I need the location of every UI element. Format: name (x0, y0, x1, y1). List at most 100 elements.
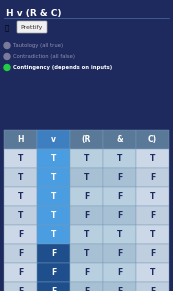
Text: Contradiction (all false): Contradiction (all false) (13, 54, 75, 59)
Bar (4, 206, 37, 225)
Text: T: T (150, 192, 155, 201)
Circle shape (4, 54, 10, 59)
Text: F: F (117, 287, 122, 291)
Bar (37, 168, 70, 187)
Text: H v (R & C): H v (R & C) (6, 9, 61, 18)
Text: F: F (84, 192, 89, 201)
Bar (70, 282, 103, 291)
Text: F: F (51, 249, 56, 258)
Bar (37, 225, 70, 244)
Text: T: T (150, 230, 155, 239)
Bar (103, 244, 136, 263)
Text: F: F (18, 249, 23, 258)
Text: F: F (18, 268, 23, 277)
Bar (4, 282, 37, 291)
Bar (103, 263, 136, 282)
Bar (136, 225, 169, 244)
Bar (70, 168, 103, 187)
Bar (70, 187, 103, 206)
Text: T: T (84, 154, 89, 163)
Bar (4, 225, 37, 244)
Bar (4, 263, 37, 282)
Text: T: T (150, 154, 155, 163)
Text: Tautology (all true): Tautology (all true) (13, 43, 63, 48)
Text: F: F (117, 192, 122, 201)
Text: T: T (51, 173, 56, 182)
Text: (R: (R (82, 135, 91, 144)
Bar (37, 244, 70, 263)
Circle shape (4, 65, 10, 70)
Text: T: T (150, 268, 155, 277)
Text: T: T (18, 173, 23, 182)
Bar (136, 130, 169, 149)
Bar (136, 168, 169, 187)
FancyBboxPatch shape (17, 21, 47, 33)
Text: Prettify: Prettify (21, 24, 43, 29)
Bar (4, 187, 37, 206)
Bar (136, 149, 169, 168)
Bar (37, 130, 70, 149)
Text: F: F (84, 287, 89, 291)
Text: F: F (150, 287, 155, 291)
Bar (37, 206, 70, 225)
Bar (103, 225, 136, 244)
Text: F: F (51, 268, 56, 277)
Bar (136, 244, 169, 263)
Text: T: T (51, 192, 56, 201)
Text: v: v (51, 135, 56, 144)
Text: C): C) (148, 135, 157, 144)
Bar (103, 149, 136, 168)
Text: F: F (117, 268, 122, 277)
Bar (103, 282, 136, 291)
Text: T: T (51, 154, 56, 163)
Text: T: T (117, 230, 122, 239)
Bar (103, 206, 136, 225)
Bar (4, 130, 37, 149)
Bar (37, 187, 70, 206)
Text: T: T (84, 249, 89, 258)
Text: T: T (84, 173, 89, 182)
Text: F: F (117, 173, 122, 182)
Bar (70, 206, 103, 225)
Bar (4, 168, 37, 187)
Circle shape (4, 42, 10, 49)
Text: T: T (51, 230, 56, 239)
Text: F: F (18, 230, 23, 239)
Bar (4, 149, 37, 168)
Bar (136, 206, 169, 225)
Bar (103, 168, 136, 187)
Text: F: F (150, 211, 155, 220)
Text: T: T (18, 211, 23, 220)
Bar (37, 263, 70, 282)
Text: T: T (51, 211, 56, 220)
Bar (136, 187, 169, 206)
Text: F: F (117, 211, 122, 220)
Text: F: F (51, 287, 56, 291)
Bar (103, 187, 136, 206)
Text: T: T (117, 154, 122, 163)
Bar (70, 149, 103, 168)
Bar (4, 244, 37, 263)
Bar (70, 244, 103, 263)
Bar (103, 130, 136, 149)
Bar (70, 263, 103, 282)
Text: T: T (84, 230, 89, 239)
Bar (136, 263, 169, 282)
Text: &: & (116, 135, 123, 144)
Text: F: F (84, 211, 89, 220)
Text: F: F (84, 268, 89, 277)
Bar (136, 282, 169, 291)
Text: F: F (18, 287, 23, 291)
Bar (70, 225, 103, 244)
Text: T: T (18, 154, 23, 163)
Bar (70, 130, 103, 149)
Text: F: F (150, 173, 155, 182)
Text: T: T (18, 192, 23, 201)
Text: F: F (150, 249, 155, 258)
Text: Contingency (depends on inputs): Contingency (depends on inputs) (13, 65, 112, 70)
Bar (37, 282, 70, 291)
Text: F: F (117, 249, 122, 258)
Text: H: H (17, 135, 24, 144)
Text: 👍: 👍 (5, 24, 9, 31)
Bar (37, 149, 70, 168)
